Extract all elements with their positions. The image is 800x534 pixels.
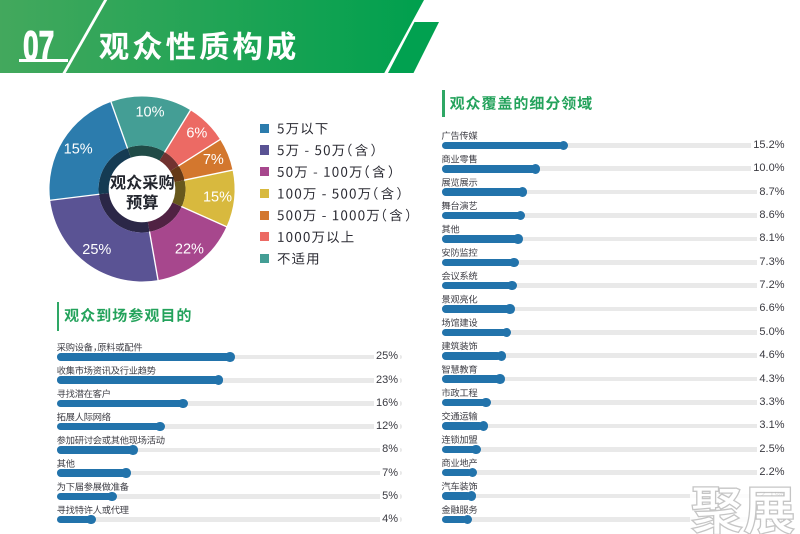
svg-text:15%: 15% bbox=[64, 142, 93, 158]
svg-text:7%: 7% bbox=[203, 152, 224, 168]
svg-text:10%: 10% bbox=[135, 104, 164, 120]
svg-text:22%: 22% bbox=[175, 242, 204, 258]
svg-text:6%: 6% bbox=[186, 126, 207, 142]
svg-text:25%: 25% bbox=[82, 242, 111, 258]
svg-text:15%: 15% bbox=[203, 190, 232, 206]
